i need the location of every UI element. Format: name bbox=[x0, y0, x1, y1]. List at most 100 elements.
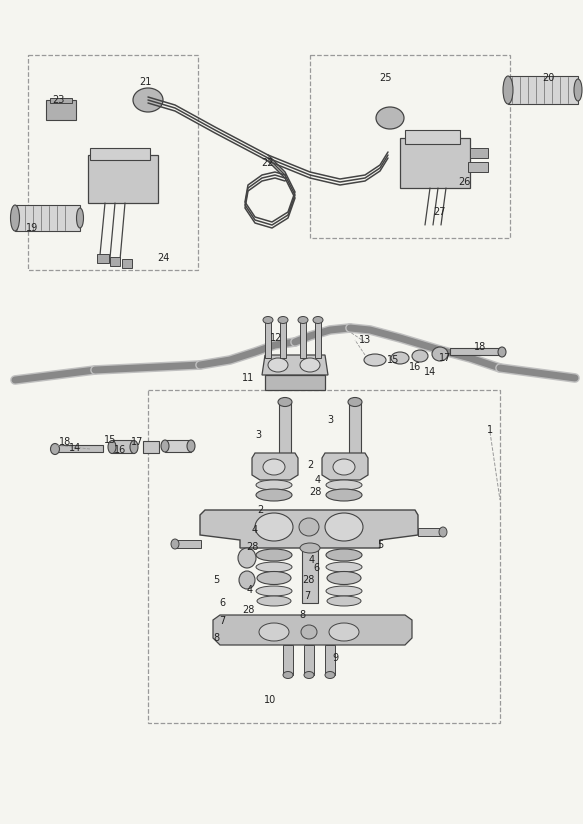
Ellipse shape bbox=[364, 354, 386, 366]
Text: 2: 2 bbox=[307, 460, 313, 470]
Bar bbox=[470, 148, 488, 158]
Text: 19: 19 bbox=[26, 223, 38, 233]
Text: 21: 21 bbox=[139, 77, 151, 87]
Text: 14: 14 bbox=[424, 367, 436, 377]
Ellipse shape bbox=[256, 549, 292, 561]
Text: 17: 17 bbox=[439, 353, 451, 363]
Ellipse shape bbox=[108, 441, 116, 453]
Bar bbox=[302, 548, 318, 603]
Polygon shape bbox=[252, 453, 298, 480]
Bar bbox=[310, 55, 510, 238]
Bar bbox=[90, 148, 150, 160]
Text: 3: 3 bbox=[255, 430, 261, 440]
Text: 15: 15 bbox=[387, 355, 399, 365]
Text: 15: 15 bbox=[104, 435, 116, 445]
Bar bbox=[175, 540, 201, 548]
Ellipse shape bbox=[391, 352, 409, 364]
Bar bbox=[405, 130, 460, 144]
Ellipse shape bbox=[325, 672, 335, 678]
Ellipse shape bbox=[239, 571, 255, 589]
Ellipse shape bbox=[301, 625, 317, 639]
Polygon shape bbox=[213, 615, 412, 645]
Ellipse shape bbox=[278, 397, 292, 406]
Bar bbox=[148, 390, 500, 723]
Text: 20: 20 bbox=[542, 73, 554, 83]
Text: 16: 16 bbox=[409, 362, 421, 372]
Text: 5: 5 bbox=[213, 575, 219, 585]
Text: 13: 13 bbox=[359, 335, 371, 345]
Ellipse shape bbox=[268, 358, 288, 372]
Ellipse shape bbox=[278, 316, 288, 324]
Bar bbox=[468, 162, 488, 172]
Ellipse shape bbox=[171, 539, 179, 549]
Text: 5: 5 bbox=[377, 540, 383, 550]
Ellipse shape bbox=[300, 358, 320, 372]
Bar bbox=[450, 348, 502, 355]
Bar bbox=[280, 320, 286, 358]
Text: 26: 26 bbox=[458, 177, 470, 187]
Ellipse shape bbox=[161, 440, 169, 452]
Text: 6: 6 bbox=[313, 563, 319, 573]
Ellipse shape bbox=[304, 672, 314, 678]
Ellipse shape bbox=[327, 572, 361, 584]
Bar bbox=[165, 440, 191, 452]
Ellipse shape bbox=[326, 549, 362, 561]
Bar bbox=[508, 76, 578, 104]
Ellipse shape bbox=[256, 562, 292, 572]
Ellipse shape bbox=[187, 440, 195, 452]
Ellipse shape bbox=[255, 513, 293, 541]
Ellipse shape bbox=[238, 548, 256, 568]
Text: 12: 12 bbox=[270, 333, 282, 343]
Ellipse shape bbox=[326, 489, 362, 501]
Text: 17: 17 bbox=[131, 437, 143, 447]
Text: 4: 4 bbox=[309, 555, 315, 565]
Text: 3: 3 bbox=[327, 415, 333, 425]
Ellipse shape bbox=[256, 489, 292, 501]
Ellipse shape bbox=[327, 596, 361, 606]
Ellipse shape bbox=[10, 205, 19, 231]
Ellipse shape bbox=[298, 316, 308, 324]
Ellipse shape bbox=[299, 518, 319, 536]
Ellipse shape bbox=[326, 586, 362, 596]
Ellipse shape bbox=[574, 79, 582, 101]
Text: 8: 8 bbox=[213, 633, 219, 643]
Text: 4: 4 bbox=[247, 585, 253, 595]
Ellipse shape bbox=[263, 459, 285, 475]
Bar bbox=[283, 645, 293, 675]
Bar bbox=[418, 528, 443, 536]
Bar bbox=[122, 259, 132, 268]
Ellipse shape bbox=[283, 672, 293, 678]
Ellipse shape bbox=[257, 596, 291, 606]
Text: 28: 28 bbox=[246, 542, 258, 552]
Text: 18: 18 bbox=[474, 342, 486, 352]
Polygon shape bbox=[265, 375, 325, 390]
Bar bbox=[300, 320, 306, 358]
Ellipse shape bbox=[130, 441, 138, 453]
Polygon shape bbox=[262, 355, 328, 375]
Text: 28: 28 bbox=[302, 575, 314, 585]
Text: 6: 6 bbox=[219, 598, 225, 608]
Ellipse shape bbox=[51, 443, 59, 455]
Ellipse shape bbox=[257, 572, 291, 584]
Bar bbox=[279, 402, 291, 454]
Ellipse shape bbox=[348, 397, 362, 406]
Bar bbox=[400, 138, 470, 188]
Bar bbox=[110, 257, 120, 266]
Ellipse shape bbox=[259, 623, 289, 641]
Ellipse shape bbox=[313, 316, 323, 324]
Ellipse shape bbox=[263, 316, 273, 324]
Text: 28: 28 bbox=[242, 605, 254, 615]
Bar bbox=[304, 645, 314, 675]
Text: 4: 4 bbox=[315, 475, 321, 485]
Text: 27: 27 bbox=[434, 207, 446, 217]
Ellipse shape bbox=[256, 480, 292, 490]
Text: 11: 11 bbox=[242, 373, 254, 383]
Ellipse shape bbox=[376, 107, 404, 129]
Ellipse shape bbox=[325, 513, 363, 541]
Bar bbox=[325, 645, 335, 675]
Text: 22: 22 bbox=[262, 158, 274, 168]
Polygon shape bbox=[200, 510, 418, 548]
Ellipse shape bbox=[439, 527, 447, 537]
Bar bbox=[46, 100, 76, 120]
Bar bbox=[28, 55, 198, 270]
